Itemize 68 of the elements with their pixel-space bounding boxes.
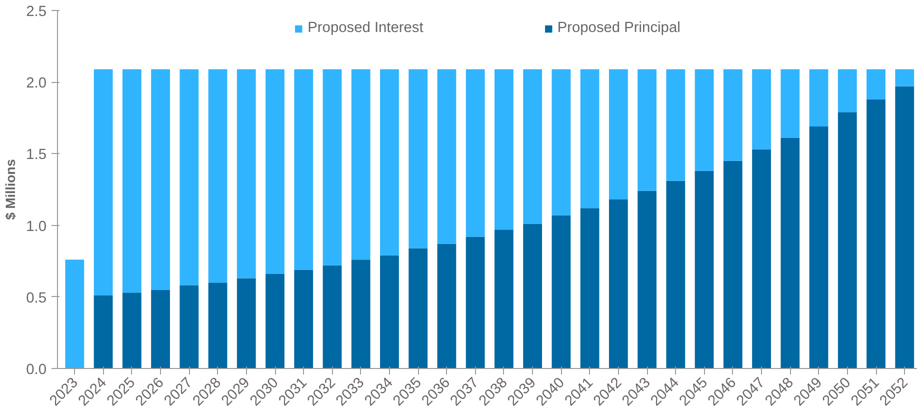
bar [208, 282, 228, 368]
bar [552, 215, 571, 368]
y-tick-label: 1.0 [26, 218, 46, 235]
bar [523, 224, 542, 368]
bar [322, 265, 342, 368]
bar [866, 69, 886, 100]
bar [809, 69, 828, 126]
bar [351, 260, 370, 368]
bar [351, 69, 370, 260]
bar [523, 69, 542, 224]
legend-label: Proposed Interest [308, 20, 424, 36]
bar [151, 69, 170, 290]
bar [437, 244, 456, 368]
bar [866, 99, 886, 368]
bar [122, 69, 142, 293]
y-tick-label: 2.5 [26, 4, 46, 20]
bar [580, 69, 600, 208]
bar [151, 290, 170, 368]
bar [694, 170, 714, 368]
bar [552, 69, 571, 216]
bar [580, 208, 600, 368]
bar [408, 69, 428, 248]
bar [380, 255, 399, 368]
bar [208, 69, 228, 283]
bar [838, 112, 857, 368]
bar [666, 180, 686, 368]
bar [408, 248, 428, 368]
bar [895, 86, 914, 368]
bar [294, 69, 314, 270]
bar [437, 69, 456, 244]
bar [322, 69, 342, 266]
bar [94, 69, 113, 296]
bar [723, 160, 742, 368]
y-tick-label: 0.0 [26, 362, 46, 378]
bar [666, 69, 686, 181]
bar [780, 69, 800, 138]
bar [895, 69, 914, 86]
bar [466, 69, 485, 237]
bar [294, 270, 314, 368]
bar [638, 190, 656, 368]
legend-label: Proposed Principal [557, 20, 680, 36]
bar [638, 69, 656, 191]
bar [608, 69, 628, 200]
bar [809, 126, 828, 368]
bar [180, 69, 199, 286]
bar [122, 292, 142, 368]
y-axis-title: $ Millions [3, 159, 18, 220]
bar [752, 149, 771, 368]
y-tick-label: 0.5 [26, 290, 46, 306]
bar [494, 69, 514, 230]
bar [494, 230, 514, 368]
y-tick-label: 1.5 [26, 147, 46, 164]
bar [380, 69, 399, 256]
bar [266, 274, 284, 368]
bar [266, 69, 284, 274]
bar [608, 200, 628, 368]
bar [694, 69, 714, 171]
bar [180, 285, 199, 368]
bar [723, 69, 742, 161]
bar [236, 69, 256, 278]
bar [780, 138, 800, 368]
bar [466, 236, 485, 368]
bar [838, 69, 857, 112]
y-tick-label: 2.0 [26, 76, 46, 92]
bar [236, 278, 256, 368]
bar [94, 295, 113, 368]
bar [752, 69, 771, 150]
bar [65, 260, 84, 368]
